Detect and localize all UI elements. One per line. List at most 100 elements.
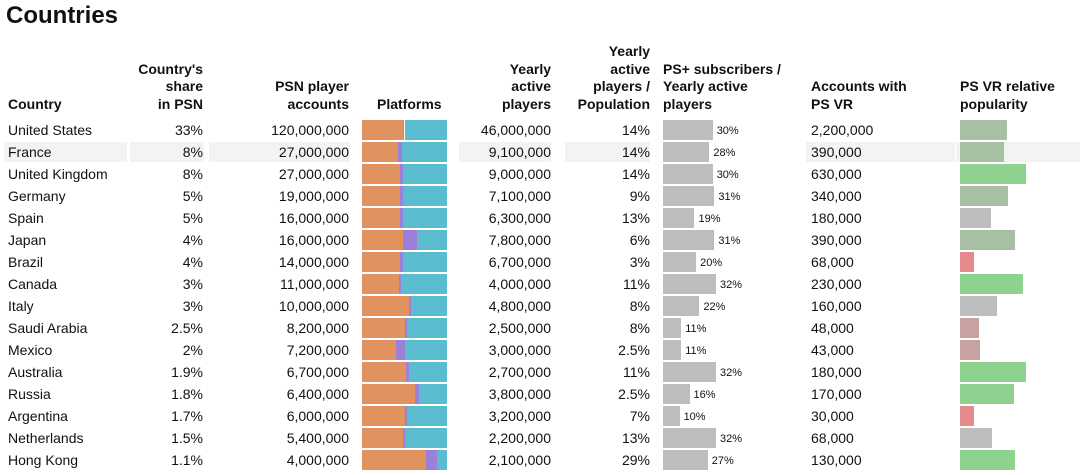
yearly-active-value: 4,000,000	[488, 276, 551, 292]
psn-accounts-value: 6,700,000	[286, 364, 349, 380]
platform-segment-3	[404, 120, 447, 140]
table-row: Spain 5% 16,000,000 6,300,000 13% 19% 180,000	[0, 207, 1080, 229]
platform-segment-3	[404, 340, 447, 360]
ps-vr-accounts-value: 68,000	[811, 254, 854, 270]
row-highlight	[459, 142, 551, 162]
psplus-bar	[663, 362, 716, 382]
vr-popularity-bar	[960, 120, 1007, 140]
psplus-label: 31%	[718, 235, 741, 247]
country-name: Australia	[8, 364, 63, 380]
psplus-bar	[663, 384, 690, 404]
ps-vr-accounts-value: 630,000	[811, 166, 862, 182]
psplus-bar	[663, 230, 715, 250]
country-name: United States	[8, 122, 93, 138]
country-name: Japan	[8, 232, 47, 248]
psplus-bar	[663, 406, 680, 426]
platform-segment-2	[404, 318, 408, 338]
yearly-active-value: 3,200,000	[488, 408, 551, 424]
platform-segment-3	[407, 406, 447, 426]
platform-segment-2	[400, 252, 403, 272]
country-name: Hong Kong	[8, 452, 79, 468]
population-ratio-value: 13%	[621, 430, 650, 446]
header-line: Accounts with	[811, 78, 907, 94]
psplus-bar	[663, 296, 700, 316]
psn-share-value: 3%	[182, 276, 203, 292]
country-name: Argentina	[8, 408, 68, 424]
yearly-active-value: 3,800,000	[488, 386, 551, 402]
table-row: Netherlands 1.5% 5,400,000 2,200,000 13% 32% 6…	[0, 427, 1080, 449]
platform-segment-1	[362, 450, 426, 470]
ps-vr-accounts-value: 170,000	[811, 386, 862, 402]
platform-segment-2	[398, 274, 402, 294]
psplus-bar	[663, 318, 682, 338]
header-line: in PSN	[157, 95, 203, 112]
ps-vr-accounts-value: 48,000	[811, 320, 854, 336]
ps-vr-accounts-value: 390,000	[811, 144, 862, 160]
yearly-active-value: 4,800,000	[488, 298, 551, 314]
platform-segment-3	[436, 450, 447, 470]
vr-popularity-bar	[960, 252, 975, 272]
platform-segment-1	[362, 274, 399, 294]
vr-popularity-bar	[960, 296, 997, 316]
vr-popularity-bar	[960, 362, 1026, 382]
population-ratio-value: 14%	[621, 144, 650, 160]
header-yearly: Yearly active players	[451, 61, 551, 114]
psn-share-value: 5%	[182, 210, 203, 226]
table-row: Argentina 1.7% 6,000,000 3,200,000 7% 10% 30,0…	[0, 405, 1080, 427]
psplus-bar	[663, 340, 682, 360]
psplus-bar	[663, 450, 708, 470]
ps-vr-accounts-value: 43,000	[811, 342, 854, 358]
platform-segment-3	[411, 296, 447, 316]
population-ratio-value: 14%	[621, 122, 650, 138]
platform-segment-1	[362, 120, 403, 140]
psplus-label: 11%	[685, 323, 707, 335]
header-line: Population	[577, 95, 650, 112]
yearly-active-value: 2,200,000	[488, 430, 551, 446]
header-line: popularity	[960, 95, 1028, 112]
psplus-bar	[663, 208, 695, 228]
platform-segment-2	[408, 296, 412, 316]
header-line: players	[663, 95, 713, 112]
row-highlight	[565, 142, 650, 162]
psplus-bar	[663, 120, 713, 140]
platform-segment-3	[402, 186, 447, 206]
table-row: Japan 4% 16,000,000 7,800,000 6% 31% 390,000	[0, 229, 1080, 251]
platform-segment-2	[414, 384, 419, 404]
psn-accounts-value: 27,000,000	[278, 144, 349, 160]
psplus-label: 22%	[703, 301, 726, 313]
platform-segment-3	[402, 252, 447, 272]
vr-popularity-bar	[960, 384, 1014, 404]
platform-segment-1	[362, 428, 403, 448]
psn-share-value: 5%	[182, 188, 203, 204]
ps-vr-accounts-value: 68,000	[811, 430, 854, 446]
country-name: Italy	[8, 298, 34, 314]
platform-segment-1	[362, 406, 405, 426]
psplus-label: 32%	[720, 279, 743, 291]
header-line: Country's	[138, 60, 203, 77]
header-line: players	[501, 95, 551, 112]
platform-segment-2	[404, 406, 408, 426]
psplus-label: 10%	[683, 411, 706, 423]
table-row: Mexico 2% 7,200,000 3,000,000 2.5% 11% 43,000	[0, 339, 1080, 361]
vr-popularity-bar	[960, 186, 1009, 206]
platform-segment-1	[362, 362, 407, 382]
table-row: Germany 5% 19,000,000 7,100,000 9% 31% 340,000	[0, 185, 1080, 207]
platform-segment-2	[400, 186, 403, 206]
country-name: Brazil	[8, 254, 44, 270]
platform-segment-3	[418, 384, 447, 404]
ps-vr-accounts-value: 230,000	[811, 276, 862, 292]
header-line: Platforms	[377, 95, 442, 112]
population-ratio-value: 3%	[629, 254, 650, 270]
table-row: Italy 3% 10,000,000 4,800,000 8% 22% 160,000	[0, 295, 1080, 317]
psplus-label: 32%	[720, 433, 743, 445]
psplus-bar	[663, 252, 697, 272]
platform-segment-1	[362, 208, 401, 228]
psplus-label: 30%	[716, 169, 739, 181]
header-vrpop: PS VR relative popularity	[960, 78, 1080, 113]
population-ratio-value: 11%	[623, 364, 650, 380]
psplus-bar	[663, 186, 715, 206]
table-row: Canada 3% 11,000,000 4,000,000 11% 32% 230,000	[0, 273, 1080, 295]
psn-share-value: 2.5%	[171, 320, 203, 336]
psn-share-value: 1.9%	[171, 364, 203, 380]
country-name: Saudi Arabia	[8, 320, 88, 336]
